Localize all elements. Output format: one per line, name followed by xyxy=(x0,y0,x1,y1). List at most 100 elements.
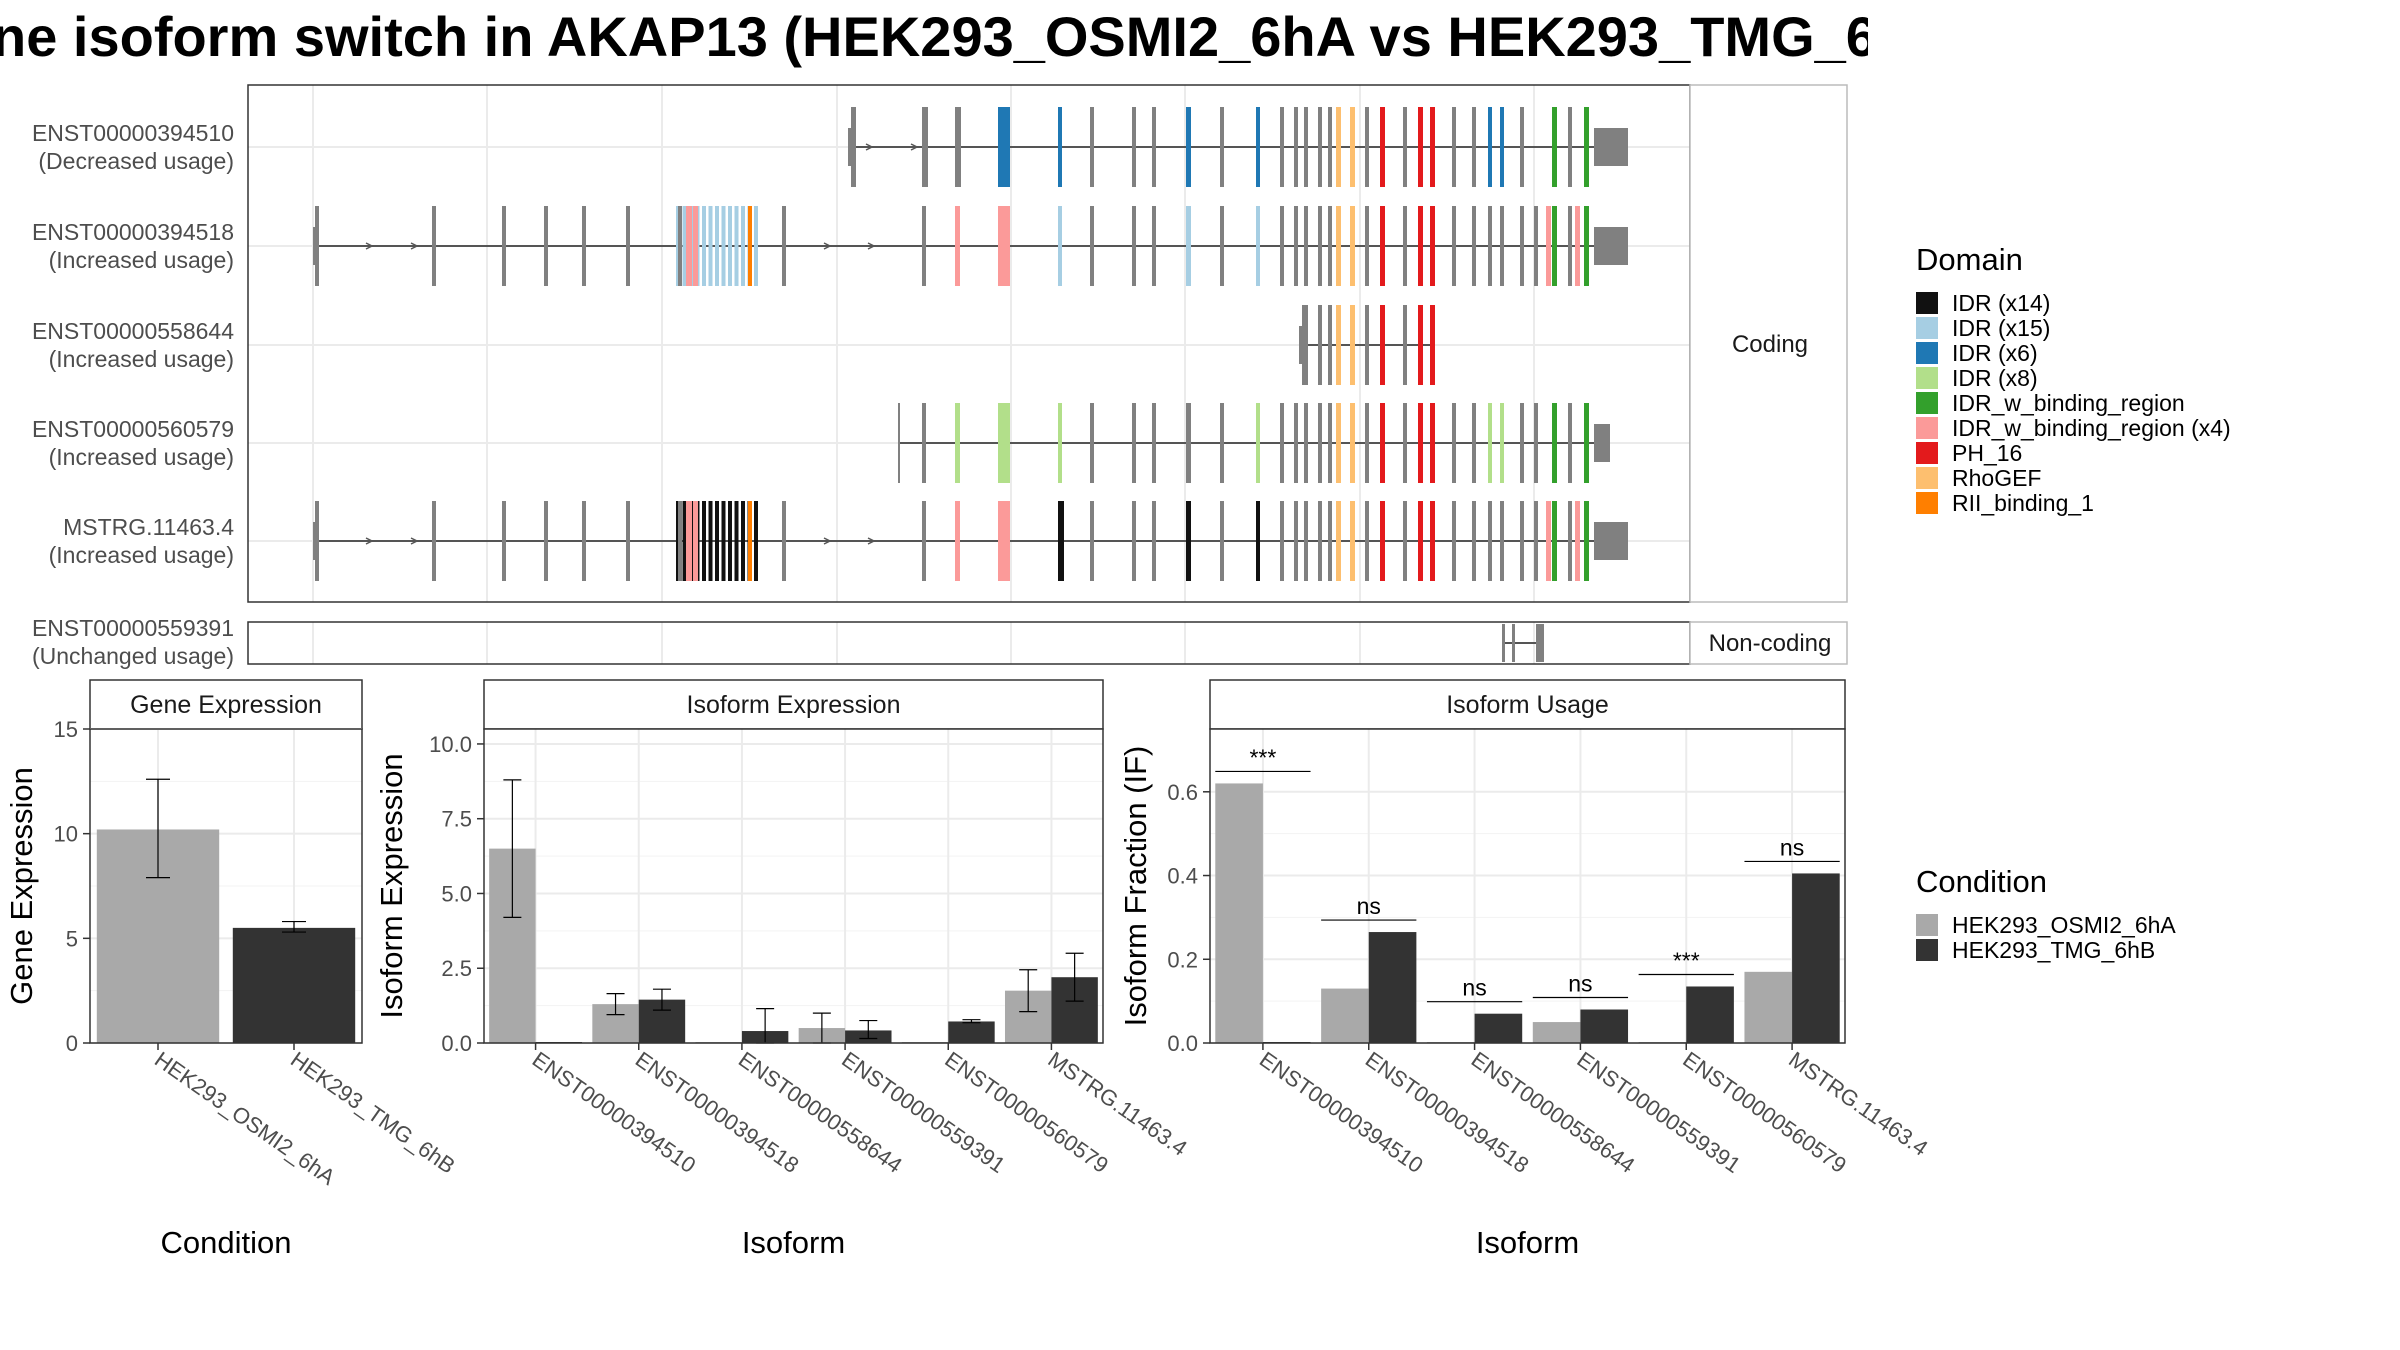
y-tick-label: 10 xyxy=(54,822,78,847)
exon xyxy=(1350,206,1355,286)
exon xyxy=(754,206,758,286)
exon xyxy=(1058,501,1064,581)
exon xyxy=(1380,107,1385,187)
panel-border xyxy=(483,728,1104,1044)
exon xyxy=(1403,206,1407,286)
strand-arrow xyxy=(410,242,419,250)
utr-block xyxy=(1594,522,1628,560)
exon xyxy=(1418,501,1423,581)
exon xyxy=(754,501,758,581)
exon xyxy=(1350,107,1355,187)
exon xyxy=(502,206,506,286)
panel-bg xyxy=(1210,729,1845,1043)
bar xyxy=(232,927,356,1043)
exon xyxy=(1568,206,1572,286)
bar xyxy=(1744,971,1793,1043)
exon xyxy=(708,206,713,286)
exon xyxy=(432,501,436,581)
strip-noncoding-box xyxy=(1689,621,1848,665)
exon xyxy=(682,501,687,581)
exon xyxy=(1534,206,1538,286)
exon xyxy=(1488,403,1492,483)
exon xyxy=(1302,305,1308,385)
strip-coding-box xyxy=(1689,84,1848,603)
legend-label: PH_16 xyxy=(1952,440,2022,466)
exon xyxy=(1536,624,1544,662)
utr-block xyxy=(848,128,851,166)
transcript-id-label: ENST00000558644 xyxy=(32,318,234,344)
exon xyxy=(1294,107,1298,187)
exon xyxy=(1318,403,1322,483)
exon xyxy=(1220,206,1224,286)
y-tick-label: 2.5 xyxy=(441,956,472,981)
exon xyxy=(1365,403,1369,483)
exon xyxy=(315,206,319,286)
exon xyxy=(1058,107,1062,187)
exon xyxy=(1380,305,1385,385)
exon xyxy=(626,501,630,581)
exon xyxy=(1318,206,1322,286)
y-axis-title: Gene Expression xyxy=(4,767,39,1005)
exon xyxy=(1575,501,1580,581)
exon xyxy=(1090,206,1094,286)
legend-swatch xyxy=(1916,492,1938,514)
strand-arrow xyxy=(365,537,374,545)
exon xyxy=(1380,403,1385,483)
exon xyxy=(1090,107,1094,187)
exon xyxy=(1186,501,1191,581)
noncoding-plot-bg xyxy=(248,622,1690,664)
exon xyxy=(702,206,706,286)
legend-swatch xyxy=(1916,467,1938,489)
exon xyxy=(544,501,548,581)
strand-arrow xyxy=(865,143,874,151)
significance-label: *** xyxy=(1673,947,1700,973)
exon xyxy=(1500,107,1504,187)
legend-label: RII_binding_1 xyxy=(1952,490,2094,516)
exon xyxy=(1328,305,1332,385)
panel-title: Isoform Usage xyxy=(1446,691,1609,719)
exon xyxy=(1520,107,1524,187)
x-axis-title: Isoform xyxy=(742,1225,845,1260)
exon xyxy=(1132,403,1136,483)
exon xyxy=(1304,107,1308,187)
transcript-usage-label: (Decreased usage) xyxy=(38,148,234,174)
exon xyxy=(1430,501,1435,581)
exon xyxy=(702,501,706,581)
bar xyxy=(1792,873,1840,1043)
strand-arrow xyxy=(365,242,374,250)
exon xyxy=(1500,403,1504,483)
legend-label: IDR (x14) xyxy=(1952,290,2050,316)
transcript-structure-panel: Coding ENST00000394510(Decreased usage) EN… xyxy=(32,84,1848,669)
exon xyxy=(1328,403,1332,483)
exon xyxy=(782,501,786,581)
exon xyxy=(1520,206,1524,286)
exon xyxy=(1328,206,1332,286)
panel-title: Isoform Expression xyxy=(687,691,901,719)
panel-title: Gene Expression xyxy=(130,691,322,719)
exon xyxy=(1472,501,1476,581)
significance-label: *** xyxy=(1249,744,1276,770)
exon xyxy=(1318,305,1322,385)
y-tick-label: 5 xyxy=(66,926,78,951)
exon xyxy=(741,206,745,286)
transcript-id-label: ENST00000394518 xyxy=(32,219,234,245)
title-clip-mask xyxy=(1868,0,2400,80)
legend-swatch xyxy=(1916,914,1938,936)
transcript-id-label: MSTRG.11463.4 xyxy=(63,514,234,540)
exon xyxy=(728,501,732,581)
bar xyxy=(1321,988,1369,1043)
y-tick-label: 10.0 xyxy=(429,732,472,757)
x-axis-title: Isoform xyxy=(1476,1225,1579,1260)
exon xyxy=(782,206,786,286)
exon xyxy=(1304,206,1308,286)
exon xyxy=(1318,501,1322,581)
y-tick-label: 0.2 xyxy=(1167,947,1198,972)
y-tick-label: 0.4 xyxy=(1167,864,1198,889)
legend-swatch xyxy=(1916,392,1938,414)
transcript-usage-label: (Unchanged usage) xyxy=(32,643,234,669)
exon xyxy=(1552,501,1557,581)
exon xyxy=(1350,305,1355,385)
exon xyxy=(1403,501,1407,581)
y-tick-label: 0.0 xyxy=(441,1031,472,1056)
